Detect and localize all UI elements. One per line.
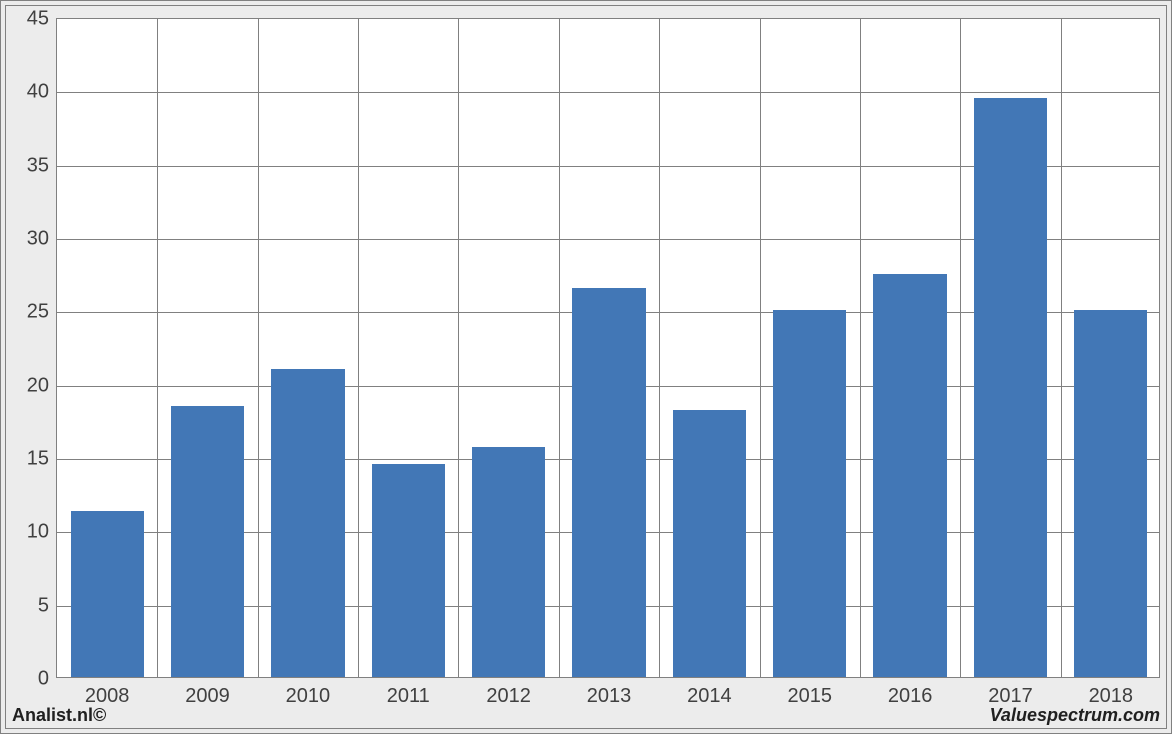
gridline-vertical	[559, 19, 560, 677]
gridline-vertical	[960, 19, 961, 677]
x-tick-label: 2015	[787, 677, 832, 708]
y-tick-label: 5	[38, 594, 57, 617]
x-tick-label: 2008	[85, 677, 130, 708]
gridline-vertical	[1061, 19, 1062, 677]
x-tick-label: 2013	[587, 677, 632, 708]
chart-outer-frame: 0 5 10 15 20 25 30 35 40 45 2008 2009 2010 2011 2012 20…	[0, 0, 1172, 734]
gridline-horizontal	[57, 92, 1159, 93]
y-tick-label: 20	[27, 374, 57, 397]
y-tick-label: 25	[27, 301, 57, 324]
gridline-vertical	[358, 19, 359, 677]
chart-inner-frame: 0 5 10 15 20 25 30 35 40 45 2008 2009 2010 2011 2012 20…	[5, 5, 1167, 729]
gridline-vertical	[659, 19, 660, 677]
bar	[271, 369, 344, 677]
y-tick-label: 10	[27, 521, 57, 544]
y-tick-label: 40	[27, 81, 57, 104]
footer-right: Valuespectrum.com	[990, 705, 1160, 726]
gridline-vertical	[258, 19, 259, 677]
bar	[974, 98, 1047, 677]
y-tick-label: 0	[38, 668, 57, 691]
y-tick-label: 30	[27, 228, 57, 251]
bar	[773, 310, 846, 677]
x-tick-label: 2010	[286, 677, 331, 708]
y-tick-label: 35	[27, 154, 57, 177]
x-tick-label: 2011	[387, 677, 430, 708]
x-tick-label: 2016	[888, 677, 933, 708]
y-tick-label: 45	[27, 8, 57, 31]
bar	[472, 447, 545, 677]
bar	[572, 288, 645, 677]
x-tick-label: 2018	[1089, 677, 1134, 708]
x-tick-label: 2009	[185, 677, 230, 708]
x-tick-label: 2014	[687, 677, 732, 708]
bar	[171, 406, 244, 677]
gridline-vertical	[760, 19, 761, 677]
footer-left: Analist.nl©	[12, 705, 106, 726]
y-tick-label: 15	[27, 448, 57, 471]
gridline-vertical	[860, 19, 861, 677]
bar	[673, 410, 746, 677]
plot-area: 0510152025303540452008200920102011201220…	[56, 18, 1160, 678]
bar	[1074, 310, 1147, 677]
x-tick-label: 2012	[486, 677, 531, 708]
bar	[71, 511, 144, 677]
bar	[372, 464, 445, 677]
bar	[873, 274, 946, 677]
x-tick-label: 2017	[988, 677, 1033, 708]
gridline-vertical	[157, 19, 158, 677]
gridline-vertical	[458, 19, 459, 677]
